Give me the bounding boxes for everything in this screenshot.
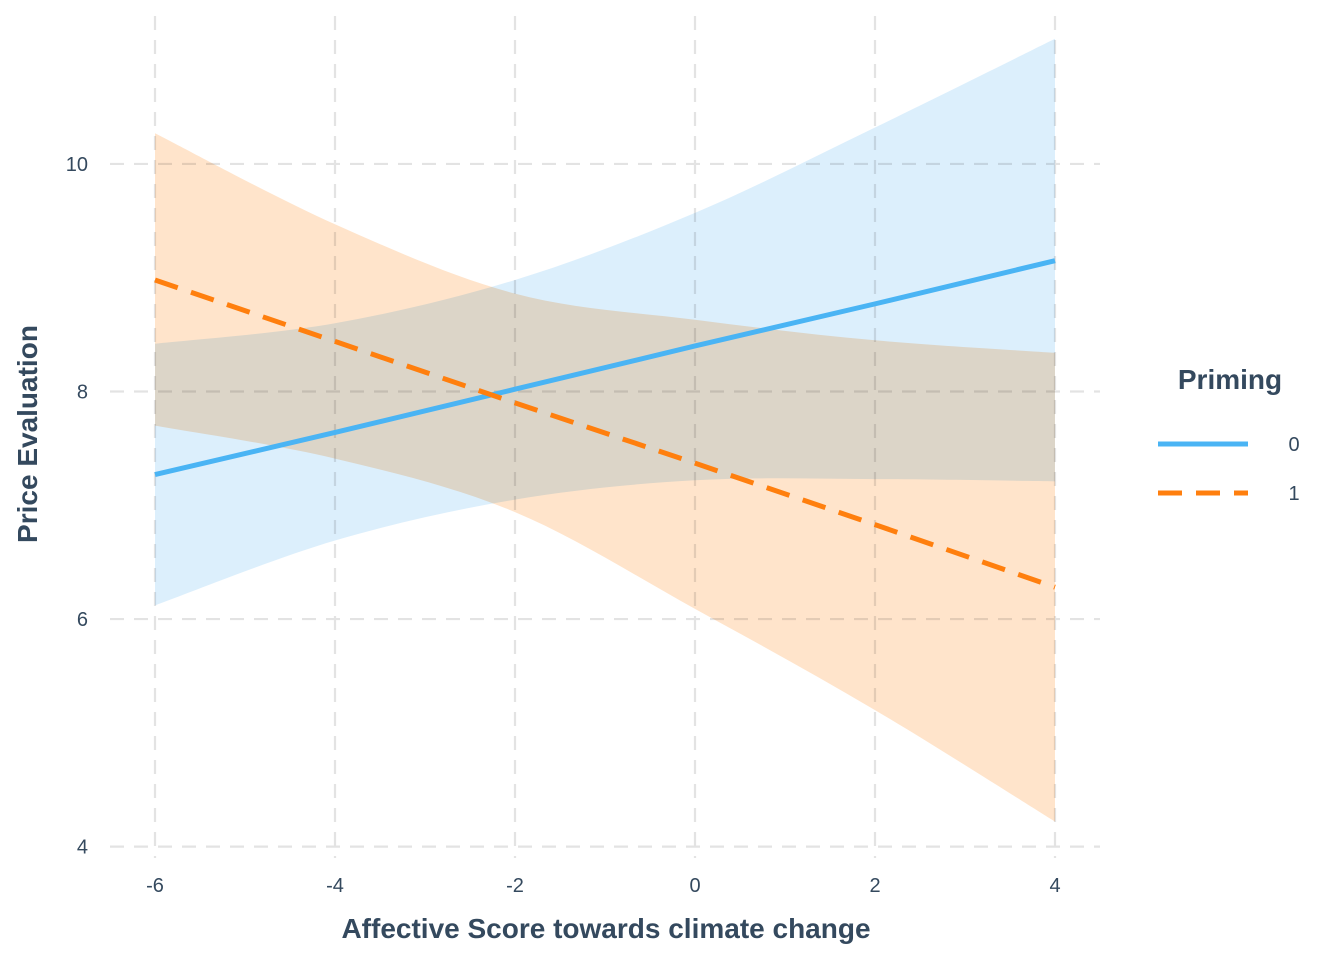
y-axis-title: Price Evaluation	[12, 325, 43, 543]
series-lines	[154, 258, 1056, 590]
x-tick-label: -6	[146, 875, 164, 897]
legend-label-1: 1	[1288, 483, 1299, 505]
x-tick-label: 4	[1049, 875, 1060, 897]
y-axis-ticks: 4 6 8 10	[66, 154, 88, 859]
x-tick-label: 2	[869, 875, 880, 897]
x-axis-ticks: -6 -4 -2 0 2 4	[146, 875, 1060, 897]
series-line-0	[154, 258, 1056, 477]
legend-items: 01	[1158, 434, 1300, 505]
legend-label-0: 0	[1288, 434, 1299, 456]
y-tick-label: 4	[77, 837, 88, 859]
y-tick-label: 10	[66, 154, 88, 176]
legend-title: Priming	[1178, 364, 1282, 395]
legend: Priming 01	[1158, 364, 1300, 505]
y-tick-label: 8	[77, 381, 88, 403]
series-line-1	[154, 277, 1056, 590]
x-tick-label: 0	[689, 875, 700, 897]
x-tick-label: -4	[326, 875, 344, 897]
x-tick-label: -2	[506, 875, 524, 897]
confidence-bands	[155, 38, 1055, 822]
confidence-band-1	[155, 133, 1055, 822]
y-tick-label: 6	[77, 609, 88, 631]
x-axis-title: Affective Score towards climate change	[341, 913, 870, 944]
